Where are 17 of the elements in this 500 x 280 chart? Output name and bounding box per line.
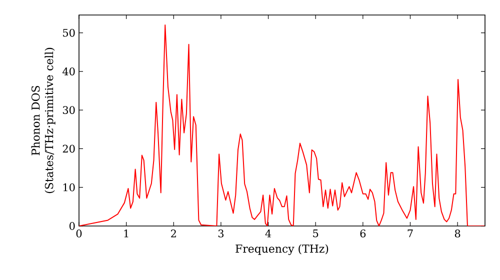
y-axis-title: Phonon DOS (States/THz·primitive cell): [31, 48, 56, 194]
x-tick-label: 5: [313, 230, 318, 238]
x-tick-label: 1: [124, 230, 128, 238]
y-tick-label: 10: [63, 183, 75, 192]
x-tick-label: 4: [265, 230, 272, 238]
x-tick-label: 2: [171, 230, 176, 238]
y-tick-label: 40: [62, 67, 75, 76]
y-tick-label: 50: [63, 28, 75, 37]
x-tick-label: 0: [76, 230, 82, 238]
x-tick-label: 7: [408, 230, 413, 238]
x-tick-label: 6: [360, 230, 366, 238]
x-tick-label: 3: [218, 230, 224, 238]
x-tick-label: 8: [454, 230, 460, 238]
x-axis-title: Frequency (THz): [236, 244, 328, 256]
y-tick-label: 20: [62, 144, 75, 153]
y-tick-label: 30: [62, 106, 75, 114]
y-tick-label: 0: [70, 222, 75, 230]
